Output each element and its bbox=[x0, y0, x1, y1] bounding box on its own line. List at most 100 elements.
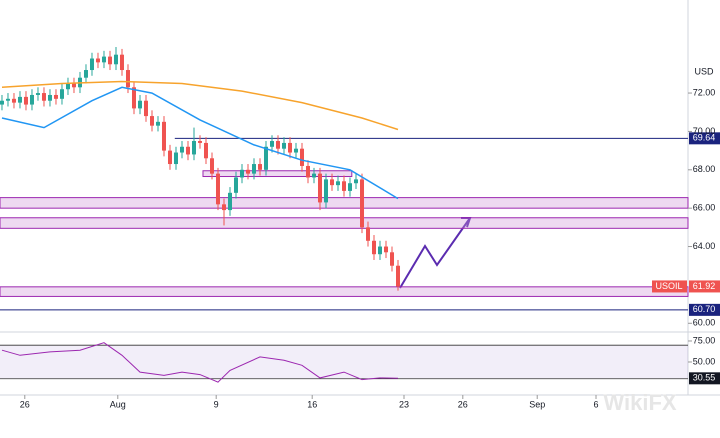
projection-arrow bbox=[399, 217, 471, 289]
y-tick-label: 72.00 bbox=[693, 87, 716, 97]
candle-body bbox=[372, 240, 377, 255]
moving-average bbox=[1, 80, 399, 131]
zone bbox=[0, 197, 689, 209]
rsi-band bbox=[0, 345, 688, 379]
candle-body bbox=[83, 70, 88, 78]
watermark: WikiFX bbox=[603, 390, 676, 415]
x-tick-label: 26 bbox=[458, 399, 468, 409]
candle-body bbox=[287, 142, 292, 153]
y-tick-label: 60.00 bbox=[693, 318, 716, 328]
y-tick-label: 64.00 bbox=[693, 241, 716, 251]
candle-body bbox=[185, 146, 190, 155]
candle-body bbox=[227, 192, 232, 211]
candle-body bbox=[269, 141, 274, 147]
candle-body bbox=[251, 164, 256, 174]
candle-body bbox=[155, 121, 160, 126]
x-tick-label: 16 bbox=[307, 399, 317, 409]
candle-body bbox=[329, 179, 334, 186]
candle-body bbox=[221, 204, 226, 211]
candle-body bbox=[137, 100, 142, 109]
price-label: 61.92 bbox=[693, 281, 716, 291]
candle-body bbox=[107, 56, 112, 65]
candle-body bbox=[101, 56, 106, 63]
candle-body bbox=[354, 179, 359, 184]
zone bbox=[0, 217, 689, 229]
candle-body bbox=[239, 169, 244, 178]
candle-body bbox=[323, 179, 328, 203]
candle-body bbox=[143, 100, 148, 117]
zone bbox=[202, 170, 353, 178]
candle-body bbox=[299, 148, 304, 166]
x-tick-label: Sep bbox=[529, 399, 545, 409]
x-tick-label: 6 bbox=[594, 399, 599, 409]
candle-body bbox=[311, 173, 316, 178]
candle-body bbox=[53, 94, 58, 99]
x-tick-label: 26 bbox=[20, 399, 30, 409]
candle-body bbox=[197, 141, 202, 143]
candle-body bbox=[59, 89, 64, 99]
level-label-bg bbox=[689, 132, 720, 145]
candle-body bbox=[41, 93, 46, 101]
rsi-tick-label: 75.00 bbox=[693, 335, 716, 345]
candle-body bbox=[396, 265, 401, 287]
zone bbox=[0, 286, 689, 297]
candle-body bbox=[335, 181, 340, 186]
candle-body bbox=[167, 150, 172, 165]
candle-body bbox=[119, 54, 124, 71]
candle-body bbox=[360, 179, 365, 228]
candle-body bbox=[342, 181, 346, 191]
moving-average bbox=[1, 86, 399, 200]
rsi-label-bg bbox=[689, 372, 720, 385]
candle-body bbox=[95, 58, 100, 63]
candle-body bbox=[245, 169, 250, 174]
currency-label: USD bbox=[694, 66, 714, 76]
candle-body bbox=[23, 96, 28, 105]
candle-body bbox=[149, 116, 154, 126]
candle-body bbox=[305, 165, 310, 178]
y-tick-label: 68.00 bbox=[693, 164, 716, 174]
candle-body bbox=[0, 100, 4, 105]
candle-body bbox=[29, 94, 34, 105]
candle-body bbox=[47, 94, 52, 101]
candle-body bbox=[125, 70, 130, 88]
candle-body bbox=[71, 83, 76, 88]
symbol-label-bg bbox=[652, 280, 687, 293]
level-label: 69.64 bbox=[693, 133, 716, 143]
x-tick-label: Aug bbox=[110, 399, 126, 409]
candle-body bbox=[89, 58, 94, 71]
candle-body bbox=[348, 183, 353, 191]
candle-body bbox=[233, 177, 238, 193]
candle-body bbox=[378, 246, 383, 255]
rsi-label: 30.55 bbox=[693, 373, 716, 383]
y-tick-label: 70.00 bbox=[693, 126, 716, 136]
candle-body bbox=[275, 141, 280, 149]
candle-body bbox=[191, 141, 196, 155]
level-label-bg bbox=[689, 303, 720, 316]
candle-body bbox=[215, 173, 220, 205]
rsi-tick-label: 50.00 bbox=[693, 356, 716, 366]
candle-body bbox=[11, 98, 16, 103]
symbol-label: USOIL bbox=[655, 281, 682, 291]
candle-body bbox=[35, 93, 40, 95]
price-label-bg bbox=[689, 280, 720, 293]
candle-body bbox=[257, 164, 262, 170]
candle-body bbox=[390, 252, 395, 266]
candle-body bbox=[173, 152, 178, 165]
candle-body bbox=[293, 148, 298, 153]
level-label: 60.70 bbox=[693, 304, 716, 314]
candle-body bbox=[161, 121, 166, 151]
candle-body bbox=[65, 83, 70, 90]
x-tick-label: 9 bbox=[214, 399, 219, 409]
candle-body bbox=[209, 158, 214, 174]
y-tick-label: 66.00 bbox=[693, 203, 716, 213]
candle-body bbox=[263, 146, 268, 170]
candle-body bbox=[113, 54, 118, 65]
x-tick-label: 23 bbox=[399, 399, 409, 409]
candle-body bbox=[203, 142, 208, 159]
candle-body bbox=[5, 98, 10, 101]
candle-body bbox=[179, 146, 184, 153]
candle-body bbox=[384, 246, 389, 253]
